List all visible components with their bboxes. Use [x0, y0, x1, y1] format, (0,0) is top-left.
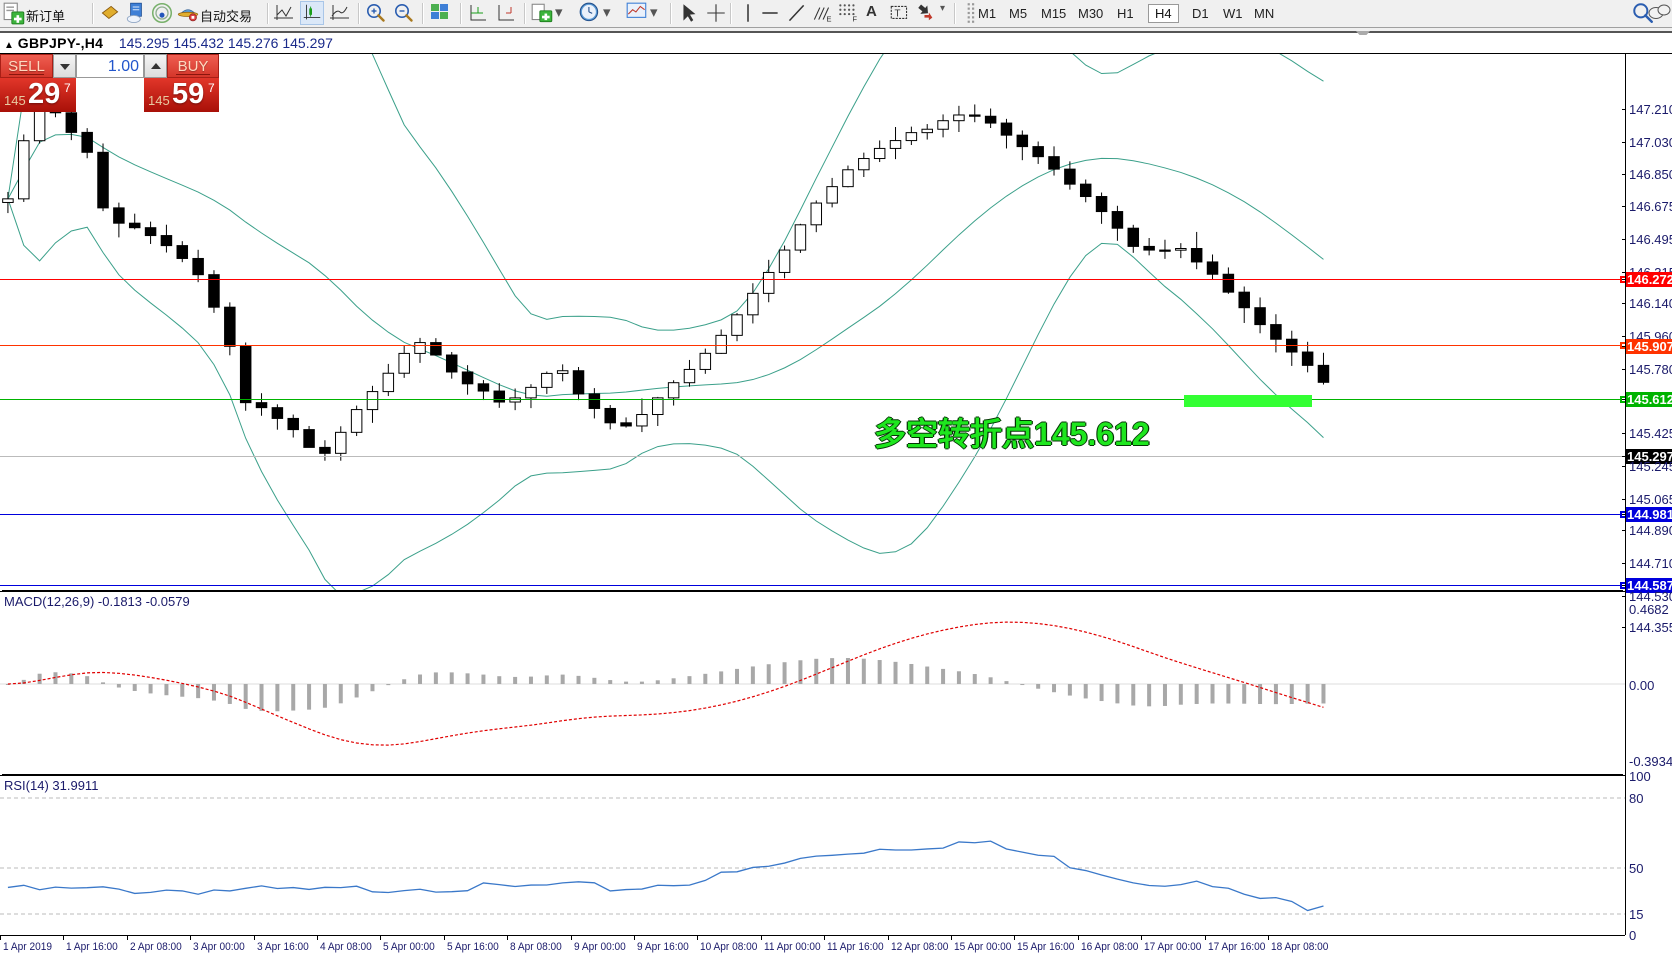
svg-text:E: E [826, 15, 831, 24]
svg-text:F: F [852, 15, 857, 24]
svg-text:T: T [895, 8, 901, 19]
